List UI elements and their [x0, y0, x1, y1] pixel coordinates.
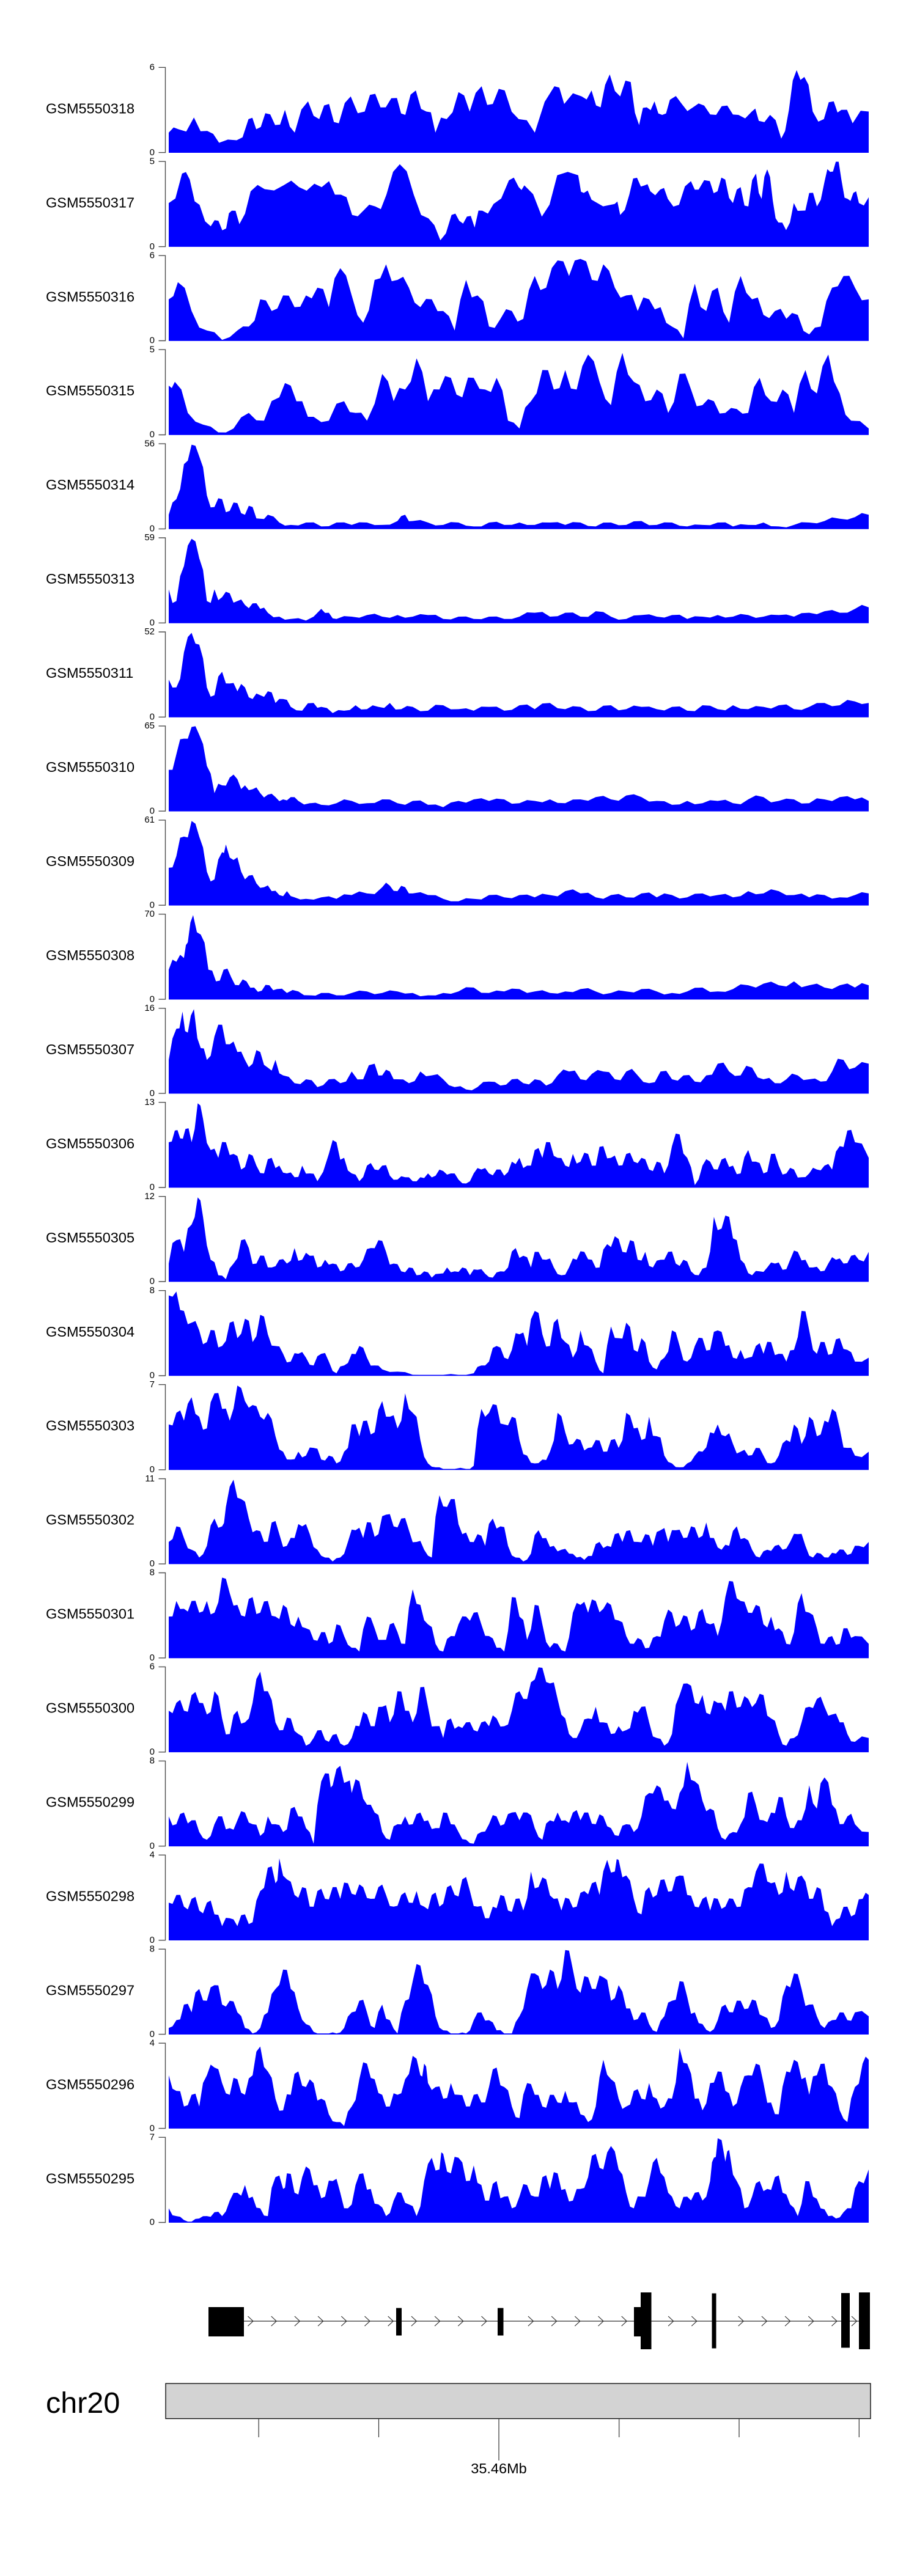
svg-text:GSM5550295: GSM5550295: [46, 2170, 134, 2186]
svg-text:0: 0: [150, 1841, 155, 1851]
svg-text:0: 0: [150, 2123, 155, 2134]
svg-text:8: 8: [150, 1944, 155, 1954]
svg-text:0: 0: [150, 1747, 155, 1757]
svg-text:GSM5550310: GSM5550310: [46, 759, 134, 775]
svg-text:61: 61: [144, 815, 155, 825]
svg-text:chr20: chr20: [46, 2387, 120, 2420]
svg-text:35.46Mb: 35.46Mb: [471, 2460, 526, 2476]
svg-text:6: 6: [150, 62, 155, 73]
svg-text:5: 5: [150, 156, 155, 166]
svg-text:0: 0: [150, 2029, 155, 2039]
svg-text:0: 0: [150, 618, 155, 628]
svg-text:7: 7: [150, 1379, 155, 1390]
svg-text:0: 0: [150, 1653, 155, 1663]
svg-text:GSM5550309: GSM5550309: [46, 853, 134, 869]
svg-text:0: 0: [150, 241, 155, 252]
svg-text:GSM5550304: GSM5550304: [46, 1324, 134, 1340]
svg-text:70: 70: [144, 909, 155, 919]
svg-text:GSM5550302: GSM5550302: [46, 1512, 134, 1528]
svg-text:GSM5550314: GSM5550314: [46, 477, 134, 493]
svg-text:GSM5550298: GSM5550298: [46, 1888, 134, 1904]
svg-text:0: 0: [150, 712, 155, 722]
svg-text:12: 12: [144, 1191, 155, 1202]
svg-text:0: 0: [150, 1276, 155, 1286]
svg-text:16: 16: [144, 1003, 155, 1013]
svg-text:GSM5550311: GSM5550311: [46, 665, 133, 681]
svg-text:GSM5550308: GSM5550308: [46, 947, 134, 963]
svg-text:0: 0: [150, 147, 155, 158]
svg-text:0: 0: [150, 900, 155, 910]
svg-text:0: 0: [150, 1370, 155, 1381]
svg-text:52: 52: [144, 626, 155, 637]
svg-text:GSM5550317: GSM5550317: [46, 194, 134, 210]
svg-text:GSM5550303: GSM5550303: [46, 1418, 134, 1434]
svg-text:0: 0: [150, 1088, 155, 1098]
svg-text:GSM5550300: GSM5550300: [46, 1700, 134, 1716]
svg-text:13: 13: [144, 1097, 155, 1107]
svg-text:6: 6: [150, 250, 155, 260]
svg-text:4: 4: [150, 1850, 155, 1860]
svg-text:GSM5550305: GSM5550305: [46, 1230, 134, 1246]
svg-text:8: 8: [150, 1285, 155, 1296]
svg-text:GSM5550299: GSM5550299: [46, 1794, 134, 1810]
svg-text:GSM5550296: GSM5550296: [46, 2076, 134, 2092]
svg-text:GSM5550315: GSM5550315: [46, 383, 134, 398]
svg-text:8: 8: [150, 1568, 155, 1578]
svg-text:7: 7: [150, 2132, 155, 2142]
svg-text:0: 0: [150, 2217, 155, 2228]
svg-text:GSM5550307: GSM5550307: [46, 1041, 134, 1057]
svg-text:59: 59: [144, 532, 155, 543]
svg-text:0: 0: [150, 1464, 155, 1475]
svg-text:6: 6: [150, 1662, 155, 1672]
svg-text:0: 0: [150, 805, 155, 816]
svg-text:GSM5550318: GSM5550318: [46, 100, 134, 116]
svg-text:56: 56: [144, 438, 155, 449]
svg-text:GSM5550316: GSM5550316: [46, 288, 134, 304]
svg-text:0: 0: [150, 336, 155, 346]
svg-text:5: 5: [150, 344, 155, 354]
svg-text:11: 11: [145, 1473, 155, 1484]
svg-text:GSM5550301: GSM5550301: [46, 1606, 134, 1622]
svg-text:0: 0: [150, 430, 155, 440]
svg-text:0: 0: [150, 1558, 155, 1569]
svg-text:0: 0: [150, 994, 155, 1004]
svg-text:0: 0: [150, 1935, 155, 1945]
svg-text:8: 8: [150, 1756, 155, 1766]
svg-text:4: 4: [150, 2038, 155, 2048]
svg-text:65: 65: [144, 721, 155, 731]
svg-text:0: 0: [150, 524, 155, 534]
svg-text:GSM5550313: GSM5550313: [46, 571, 134, 587]
svg-text:GSM5550306: GSM5550306: [46, 1136, 134, 1151]
svg-text:GSM5550297: GSM5550297: [46, 1982, 134, 1998]
svg-text:0: 0: [150, 1182, 155, 1192]
